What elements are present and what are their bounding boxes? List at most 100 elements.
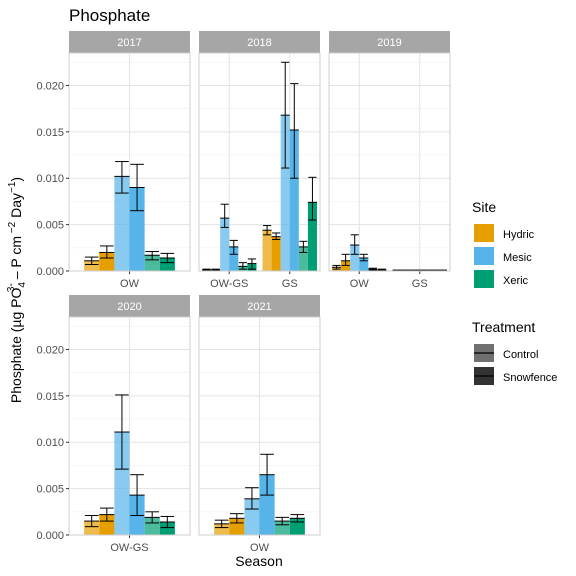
error-bar [129, 163, 145, 212]
legend-site-hydric: Hydric [474, 224, 535, 242]
y-tick-label: 0.000 [36, 530, 64, 542]
legend-swatch [474, 224, 494, 242]
error-bar [84, 256, 100, 266]
error-bar [289, 514, 305, 523]
error-bar [307, 176, 317, 221]
legend-label: Mesic [503, 252, 532, 264]
bar-2018-GS-mesic-control [280, 115, 290, 271]
facet-panel-2019: 2019 OW GS [328, 31, 451, 290]
panel-background [199, 53, 320, 271]
y-axis-label-sup3: −1 [7, 181, 18, 193]
x-tick-label: OW [250, 542, 270, 554]
y-axis-label: Phosphate (µg PO43- – P cm −2 Day−1) [6, 177, 28, 403]
legend-treatment-snowfence: Snowfence [474, 367, 557, 385]
error-bar [341, 253, 351, 266]
error-bar [298, 240, 308, 253]
x-tick-label: GS [282, 278, 298, 290]
bar-2018-GS-hydric-control [262, 230, 272, 271]
x-tick-label: OW [120, 278, 140, 290]
error-bar [359, 253, 369, 262]
facet-strip [199, 31, 320, 53]
y-tick-label: 0.005 [36, 484, 64, 496]
bar-2018-GS-xeric-snowfence [307, 202, 317, 271]
bar-2019-OW-mesic-control [350, 245, 360, 271]
legend-site: Site Hydric Mesic Xeric [472, 199, 535, 288]
error-bar [368, 267, 378, 271]
x-tick-label: GS [412, 278, 428, 290]
error-bar [214, 519, 230, 529]
chart-title: Phosphate [69, 6, 150, 25]
bar-2018-GS-xeric-control [298, 246, 308, 271]
y-axis-label-mid: – P cm [8, 236, 24, 283]
y-tick-label: 0.000 [36, 266, 64, 278]
error-bar [144, 511, 160, 524]
y-axis-label-sup2: −2 [7, 221, 18, 236]
legend-swatch [474, 247, 494, 265]
y-axis-label-sup: 3- [6, 283, 17, 292]
bar-2021-OW-mesic-control [244, 498, 260, 535]
x-tick-label: OW-GS [110, 542, 148, 554]
bar-2019-OW-mesic-snowfence [359, 258, 369, 271]
legend-treatment-control: Control [474, 344, 538, 362]
facet-strip-label: 2021 [247, 301, 271, 313]
facet-panels: 2017 OW 0.000 0.005 0.010 0.015 0.020 2018 OW-GS… [36, 31, 451, 554]
facet-panel-2017: 2017 OW 0.000 0.005 0.010 0.015 0.020 [36, 31, 191, 290]
error-bar [114, 394, 130, 470]
error-bar [229, 239, 239, 255]
error-bar [202, 268, 212, 271]
bar-2017-OW-xeric-control [144, 255, 160, 271]
y-tick-label: 0.010 [36, 437, 64, 449]
error-bar [99, 245, 115, 259]
legend-label: Xeric [503, 275, 529, 287]
facet-strip [329, 31, 450, 53]
x-axis-label: Season [235, 553, 282, 569]
error-bar [144, 251, 160, 261]
y-tick-label: 0.020 [36, 80, 64, 92]
y-tick-label: 0.020 [36, 344, 64, 356]
panel-border [68, 52, 191, 272]
panel-border [198, 316, 321, 536]
panel-border [68, 316, 191, 536]
bar-2017-OW-hydric-snowfence [99, 252, 115, 271]
error-bar [244, 487, 260, 510]
facet-strip [69, 295, 190, 317]
y-tick-label: 0.005 [36, 220, 64, 232]
facet-panel-2021: 2021 OW [198, 295, 321, 554]
bar-2018-OW-GS-mesic-control [220, 218, 230, 271]
error-bar [84, 515, 100, 528]
error-bar [247, 258, 257, 270]
facet-strip [199, 295, 320, 317]
bar-2020-OW-GS-hydric-control [84, 521, 100, 535]
panel-border [328, 52, 451, 272]
legend-label: Hydric [503, 229, 535, 241]
bar-2017-OW-xeric-snowfence [159, 258, 175, 271]
panel-border [198, 52, 321, 272]
legend-label: Control [503, 349, 538, 361]
bar-2018-GS-hydric-snowfence [271, 236, 281, 271]
facet-panel-2020: 2020 OW-GS 0.000 0.005 0.010 0.015 0.020 [36, 295, 191, 554]
facet-strip-label: 2018 [247, 37, 271, 49]
panel-background [329, 53, 450, 271]
legend-swatch [474, 270, 494, 288]
bar-2021-OW-hydric-control [214, 523, 230, 535]
legend-site-mesic: Mesic [474, 247, 532, 265]
bar-2020-OW-GS-xeric-snowfence [159, 522, 175, 535]
bar-2021-OW-mesic-snowfence [259, 474, 275, 535]
bar-2020-OW-GS-xeric-control [144, 517, 160, 535]
error-bar [99, 507, 115, 522]
bar-2020-OW-GS-mesic-control [114, 432, 130, 535]
bar-2020-OW-GS-hydric-snowfence [99, 514, 115, 535]
y-axis-label-close: ) [8, 177, 24, 182]
legend-site-xeric: Xeric [474, 270, 529, 288]
legend-treatment: Treatment Control Snowfence [472, 319, 557, 385]
facet-strip-label: 2017 [117, 37, 141, 49]
error-bar [289, 83, 299, 179]
error-bar [129, 474, 145, 517]
bar-2018-GS-mesic-snowfence [289, 129, 299, 271]
facet-strip-label: 2019 [377, 37, 401, 49]
y-tick-label: 0.015 [36, 127, 64, 139]
error-bar [159, 252, 175, 264]
error-bar [211, 268, 221, 271]
error-bar [229, 513, 245, 524]
